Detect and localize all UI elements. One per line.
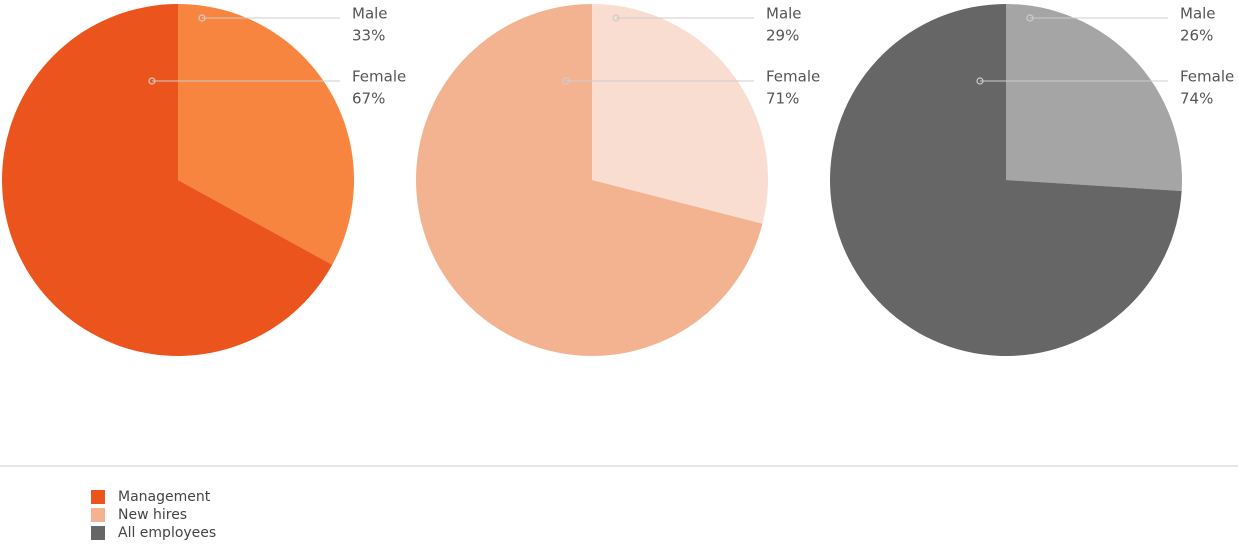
slice-label: Female xyxy=(1180,68,1234,86)
slice-value: 67% xyxy=(352,90,385,108)
leader-dot xyxy=(612,14,620,22)
slice-value: 71% xyxy=(766,90,799,108)
slice-label: Male xyxy=(1180,5,1216,23)
legend-swatch xyxy=(91,526,105,540)
pie-slice xyxy=(830,4,1182,356)
pie-slice xyxy=(592,4,768,224)
slice-value: 33% xyxy=(352,27,385,45)
leader-dot xyxy=(198,14,206,22)
slice-label: Male xyxy=(352,5,388,23)
slice-value: 74% xyxy=(1180,90,1213,108)
slice-value: 29% xyxy=(766,27,799,45)
pie-slice xyxy=(2,4,333,356)
pie-slice xyxy=(416,4,763,356)
slice-label: Male xyxy=(766,5,802,23)
legend-label: Management xyxy=(118,489,211,505)
pie-slice xyxy=(1006,4,1182,192)
leader-dot xyxy=(976,77,984,85)
legend-label: All employees xyxy=(118,525,216,541)
slice-label: Female xyxy=(352,68,406,86)
slice-value: 26% xyxy=(1180,27,1213,45)
pie-slice xyxy=(178,4,354,265)
leader-dot xyxy=(148,77,156,85)
legend-swatch xyxy=(91,490,105,504)
legend-swatch xyxy=(91,508,105,522)
leader-dot xyxy=(562,77,570,85)
legend-label: New hires xyxy=(118,507,187,523)
leader-dot xyxy=(1026,14,1034,22)
slice-label: Female xyxy=(766,68,820,86)
